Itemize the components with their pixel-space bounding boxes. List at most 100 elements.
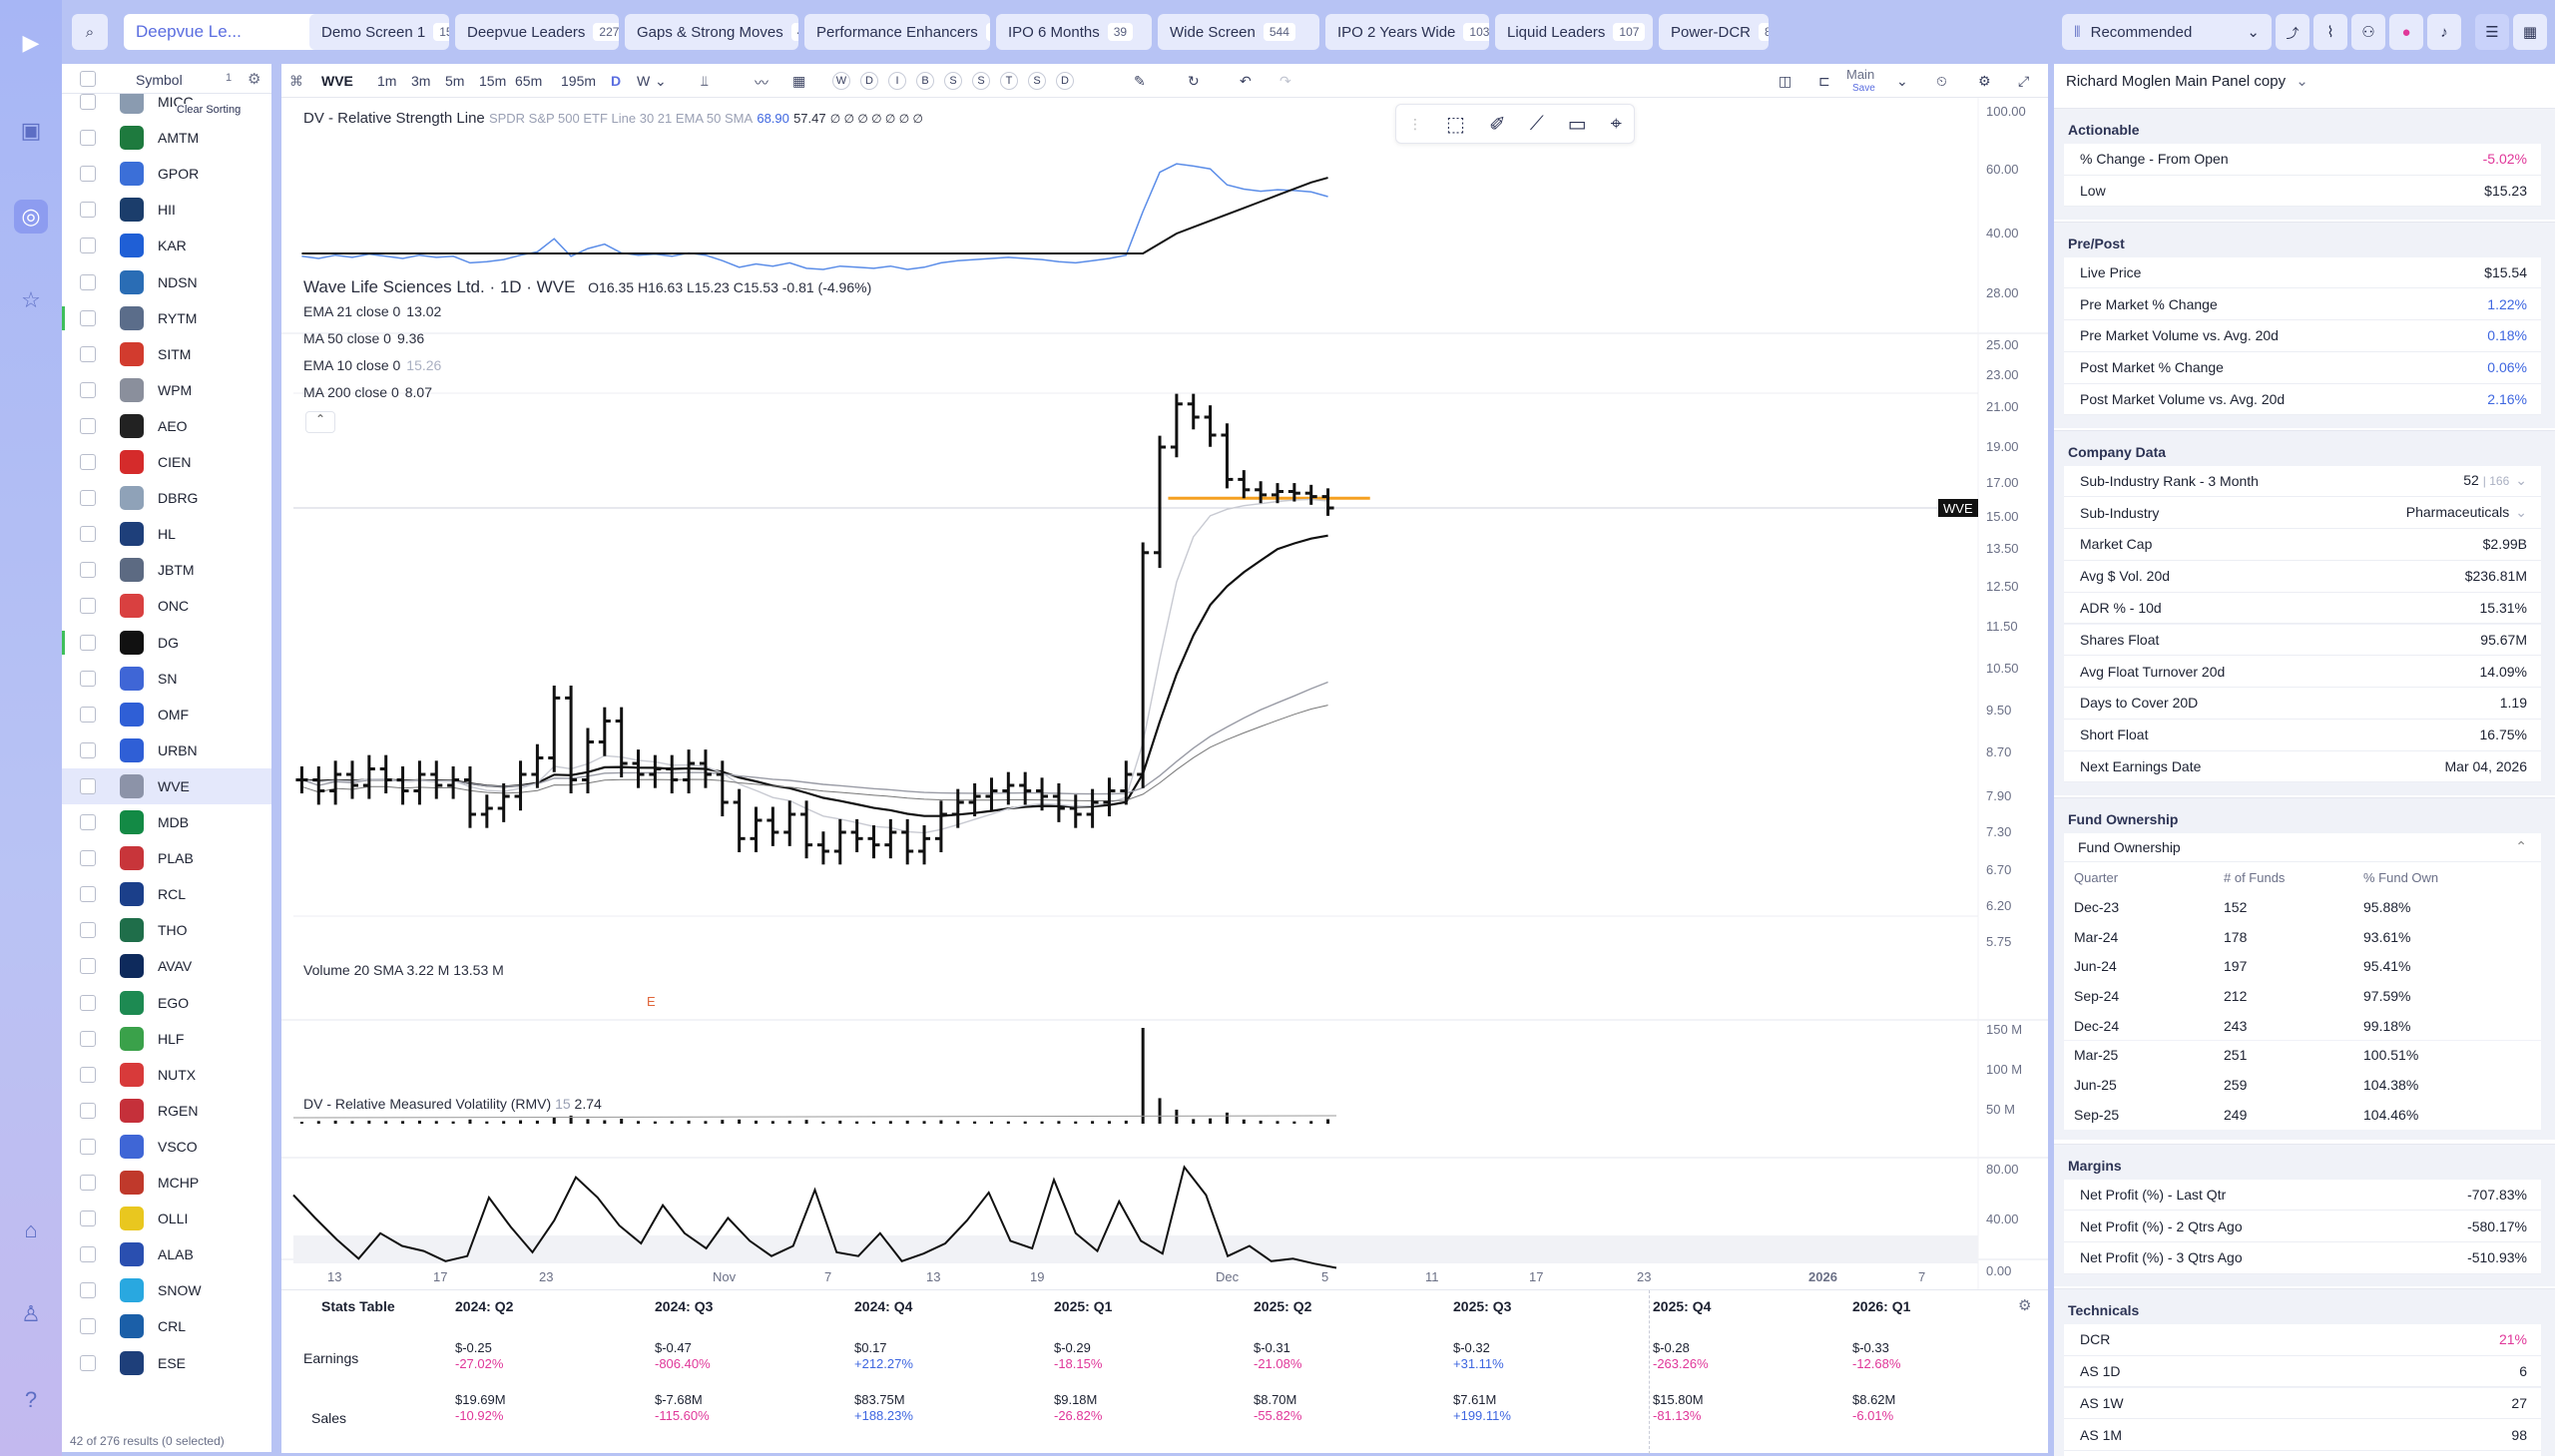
pencil-icon[interactable]: ✎ xyxy=(1134,73,1146,89)
watchlist-row[interactable]: WVE xyxy=(62,767,271,805)
watchlist-row[interactable]: NUTX xyxy=(62,1057,271,1093)
period-button[interactable]: I xyxy=(888,72,906,90)
row-checkbox[interactable] xyxy=(80,1175,96,1192)
watchlist-row[interactable]: RCL xyxy=(62,876,271,912)
row-checkbox[interactable] xyxy=(80,922,96,939)
data-row[interactable]: Sub-Industry Rank - 3 Month 52 | 166 ⌄ xyxy=(2064,465,2541,498)
watchlist-row[interactable]: RYTM xyxy=(62,300,271,336)
screen-tab[interactable]: Demo Screen 1 152 xyxy=(309,14,449,50)
layout-icon[interactable]: ▣ xyxy=(20,118,42,143)
data-row[interactable]: Shares Float 95.67M xyxy=(2064,624,2541,657)
interval-button[interactable]: 15m xyxy=(479,73,507,89)
row-checkbox[interactable] xyxy=(80,490,96,507)
interval-button[interactable]: 195m xyxy=(561,73,597,89)
logo-icon[interactable]: ▶ xyxy=(22,30,40,55)
row-checkbox[interactable] xyxy=(80,1282,96,1299)
data-row[interactable]: Net Profit (%) - 3 Qtrs Ago -510.93% xyxy=(2064,1242,2541,1274)
panel-title[interactable]: Richard Moglen Main Panel copy ⌄ xyxy=(2066,72,2308,90)
row-checkbox[interactable] xyxy=(80,94,96,111)
watchlist-row[interactable]: SITM xyxy=(62,336,271,372)
settings-icon[interactable]: ⚙ xyxy=(1978,73,1991,89)
learn-icon[interactable]: ⌂ xyxy=(24,1217,38,1242)
watchlist-row[interactable]: DG xyxy=(62,625,271,661)
row-checkbox[interactable] xyxy=(80,1030,96,1047)
row-checkbox[interactable] xyxy=(80,1211,96,1227)
watchlist-row[interactable]: OLLI xyxy=(62,1201,271,1236)
screen-tab[interactable]: IPO 2 Years Wide 103 xyxy=(1325,14,1489,50)
layout-grid-icon[interactable]: ▦ xyxy=(792,73,806,89)
interval-button[interactable]: 1m xyxy=(377,73,397,89)
compare-icon[interactable]: ⌘ xyxy=(289,73,303,89)
watchlist-row[interactable]: GPOR xyxy=(62,156,271,192)
row-checkbox[interactable] xyxy=(80,814,96,831)
row-checkbox[interactable] xyxy=(80,958,96,975)
interval-button[interactable]: 65m xyxy=(515,73,543,89)
data-row[interactable]: Avg Float Turnover 20d 14.09% xyxy=(2064,656,2541,688)
row-checkbox[interactable] xyxy=(80,273,96,290)
collapse-legend-button[interactable]: ⌃ xyxy=(305,411,335,433)
search-icon[interactable]: ⌕ xyxy=(72,14,108,50)
redo-icon[interactable]: ↷ xyxy=(1279,73,1291,89)
interval-button[interactable]: D xyxy=(611,73,622,89)
interval-button[interactable]: W xyxy=(637,73,651,89)
data-row[interactable]: % Change - From Open -5.02% xyxy=(2064,144,2541,176)
panel-icon[interactable]: ◫ xyxy=(1779,73,1792,89)
row-checkbox[interactable] xyxy=(80,634,96,651)
period-button[interactable]: D xyxy=(860,72,878,90)
watchlist-row[interactable]: DBRG xyxy=(62,480,271,516)
period-button[interactable]: S xyxy=(944,72,962,90)
indicator-icon[interactable]: ⫫ xyxy=(701,73,709,89)
clear-sorting-tooltip[interactable]: Clear Sorting xyxy=(177,104,242,116)
row-checkbox[interactable] xyxy=(80,670,96,687)
fund-ownership-toggle[interactable]: Fund Ownership ⌃ xyxy=(2064,832,2541,863)
stats-settings-icon[interactable]: ⚙ xyxy=(2018,1297,2032,1314)
data-row[interactable]: AS 1M 98 xyxy=(2064,1419,2541,1451)
watchlist-row[interactable]: EGO xyxy=(62,985,271,1021)
gear-icon[interactable]: ⚙ xyxy=(248,71,261,88)
bell-icon[interactable]: ♪ xyxy=(2427,14,2461,50)
row-checkbox[interactable] xyxy=(80,130,96,147)
watchlist-row[interactable]: PLAB xyxy=(62,840,271,876)
watchlist-row[interactable]: VSCO xyxy=(62,1129,271,1165)
undo-icon[interactable]: ↶ xyxy=(1240,73,1252,89)
symbol-column-header[interactable]: Symbol xyxy=(136,72,183,88)
watchlist-row[interactable]: KAR xyxy=(62,228,271,263)
share-icon[interactable]: ⤴ xyxy=(2276,14,2309,50)
drag-handle-icon[interactable]: ⋮ xyxy=(1408,115,1422,132)
data-row[interactable]: Market Cap $2.99B xyxy=(2064,529,2541,561)
brush-icon[interactable]: ✐ xyxy=(1488,113,1506,136)
screen-tab[interactable]: IPO 6 Months 39 xyxy=(996,14,1152,50)
screen-tab[interactable]: Deepvue Leaders 227 xyxy=(455,14,619,50)
symbol-input[interactable]: WVE xyxy=(321,73,353,89)
row-checkbox[interactable] xyxy=(80,381,96,398)
period-button[interactable]: S xyxy=(1028,72,1046,90)
row-checkbox[interactable] xyxy=(80,994,96,1011)
watchlist-row[interactable]: MCHP xyxy=(62,1165,271,1201)
period-button[interactable]: W xyxy=(832,72,850,90)
row-checkbox[interactable] xyxy=(80,166,96,183)
chart-canvas[interactable]: 25.00 23.00 21.00 19.00 17.00 15.00 13.50 12.50… xyxy=(281,98,2048,1289)
row-checkbox[interactable] xyxy=(80,850,96,867)
row-checkbox[interactable] xyxy=(80,1102,96,1119)
data-row[interactable]: ADR % - 10d 15.31% xyxy=(2064,592,2541,625)
crosshair-icon[interactable]: ⌖ xyxy=(1610,112,1622,135)
watchlist-row[interactable]: HL xyxy=(62,516,271,552)
row-checkbox[interactable] xyxy=(80,1138,96,1155)
rectangle-icon[interactable]: ⬚ xyxy=(1446,113,1465,136)
row-checkbox[interactable] xyxy=(80,886,96,903)
row-checkbox[interactable] xyxy=(80,238,96,254)
list-view-icon[interactable]: ☰ xyxy=(2475,14,2509,50)
watchlist-row[interactable]: RGEN xyxy=(62,1093,271,1129)
star-icon[interactable]: ☆ xyxy=(21,287,41,312)
row-checkbox[interactable] xyxy=(80,1318,96,1335)
data-row[interactable]: Post Market Volume vs. Avg. 20d 2.16% xyxy=(2064,383,2541,416)
row-checkbox[interactable] xyxy=(80,598,96,615)
alarm-icon[interactable]: ⏲ xyxy=(1936,73,1947,89)
data-row[interactable]: AS 1D 6 xyxy=(2064,1355,2541,1388)
period-button[interactable]: S xyxy=(972,72,990,90)
screener-icon[interactable]: ◎ xyxy=(14,200,48,234)
watchlist-row[interactable]: ESE xyxy=(62,1345,271,1381)
row-checkbox[interactable] xyxy=(80,454,96,471)
data-row[interactable]: DCR 21% xyxy=(2064,1324,2541,1356)
data-row[interactable]: AS 1W 27 xyxy=(2064,1387,2541,1420)
